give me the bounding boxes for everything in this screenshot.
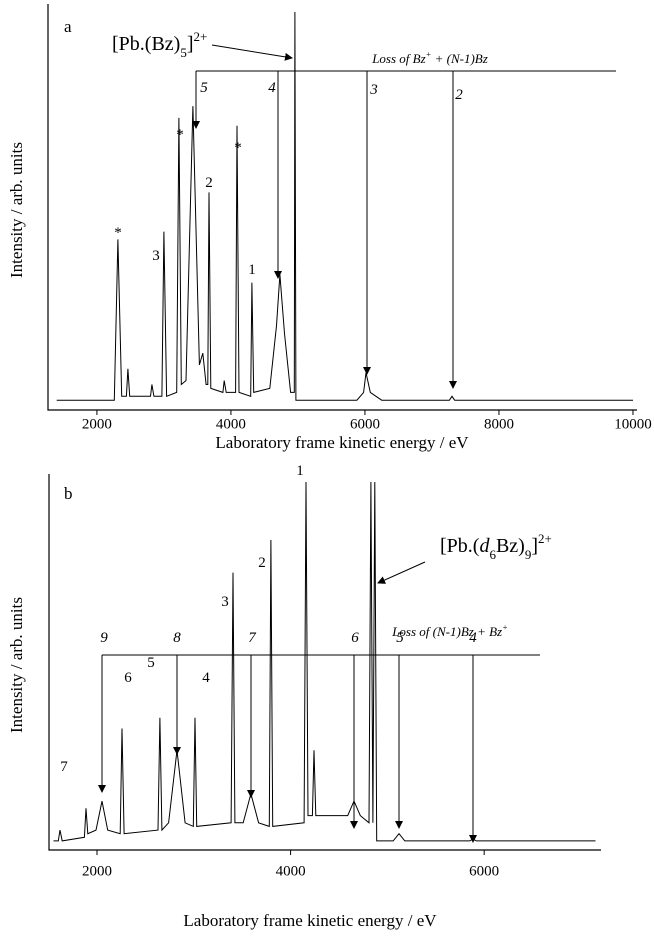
peak-label: 2 [258, 555, 266, 571]
x-axis-label: Laboratory frame kinetic energy / eV [215, 433, 469, 452]
loss-label: Loss of Bz+ + (N-1)Bz [371, 49, 488, 66]
ion-formula: [Pb.(Bz)5]2+ [112, 29, 207, 60]
x-tick-label: 2000 [82, 416, 112, 432]
axes [48, 474, 601, 851]
x-axis-label: Laboratory frame kinetic energy / eV [183, 911, 437, 930]
arrow-label: 9 [100, 630, 108, 646]
ion-formula-part: 6 [489, 547, 496, 562]
peak-label: 3 [152, 248, 160, 264]
spectrum-line [56, 11, 633, 401]
peak-label: * [114, 225, 122, 241]
peak-label: * [234, 140, 242, 156]
arrow-label: 7 [248, 630, 257, 646]
panel-label: b [64, 484, 73, 503]
arrow-label: 2 [455, 87, 463, 103]
ion-formula-part: 9 [525, 547, 532, 562]
ion-formula-part: Bz) [496, 535, 525, 557]
peak-label: 2 [205, 175, 213, 191]
arrow-label: 4 [268, 80, 276, 96]
axes [47, 4, 637, 411]
peak-label: 1 [248, 262, 256, 278]
loss-label-part: + [502, 622, 508, 632]
ion-formula-part: 2+ [194, 29, 208, 44]
ion-formula: [Pb.(d6Bz)9]2+ [440, 531, 552, 562]
loss-label-part: Loss of Bz [371, 51, 425, 66]
ion-formula-part: [Pb.( [440, 535, 480, 557]
arrow-label: 4 [469, 630, 477, 646]
formula-arrow [211, 44, 293, 61]
x-tick-label: 10000 [614, 416, 652, 432]
loss-label-part: + [426, 49, 432, 59]
x-tick-label: 8000 [484, 416, 514, 432]
peak-label: 4 [202, 670, 210, 686]
formula-arrow [377, 561, 426, 584]
x-tick-label: 6000 [350, 416, 380, 432]
ion-formula-part: 2+ [538, 531, 552, 546]
x-tick-label: 2000 [82, 863, 112, 879]
peak-label: 6 [124, 670, 132, 686]
ion-formula-part: ] [187, 33, 194, 55]
arrow-label: 5 [396, 630, 404, 646]
ion-formula-part: d [479, 535, 490, 557]
y-axis-label: Intensity / arb. units [7, 142, 26, 278]
loss-label: Loss of (N-1)Bz + Bz+ [391, 622, 508, 639]
y-axis-label: Intensity / arb. units [7, 597, 26, 733]
arrow-label: 3 [369, 82, 378, 98]
loss-label-part: + (N-1)Bz [431, 51, 487, 66]
spectrum-line [53, 481, 596, 842]
x-tick-label: 6000 [469, 863, 499, 879]
peak-label: 5 [147, 655, 155, 671]
ion-formula-part: ] [531, 535, 538, 557]
ion-formula-part: [Pb.(Bz) [112, 33, 180, 55]
loss-label-part: Loss of (N-1)Bz + Bz [391, 624, 502, 639]
arrow-label: 5 [200, 80, 208, 96]
arrow-label: 8 [173, 630, 181, 646]
arrow-label: 6 [351, 630, 359, 646]
peak-label: 3 [221, 594, 229, 610]
x-tick-label: 4000 [216, 416, 246, 432]
x-tick-label: 4000 [276, 863, 306, 879]
ion-formula-part: 5 [180, 45, 187, 60]
peak-label: * [176, 127, 184, 143]
peak-label: 1 [296, 463, 304, 479]
panel-label: a [64, 17, 72, 36]
peak-label: 7 [60, 759, 68, 775]
